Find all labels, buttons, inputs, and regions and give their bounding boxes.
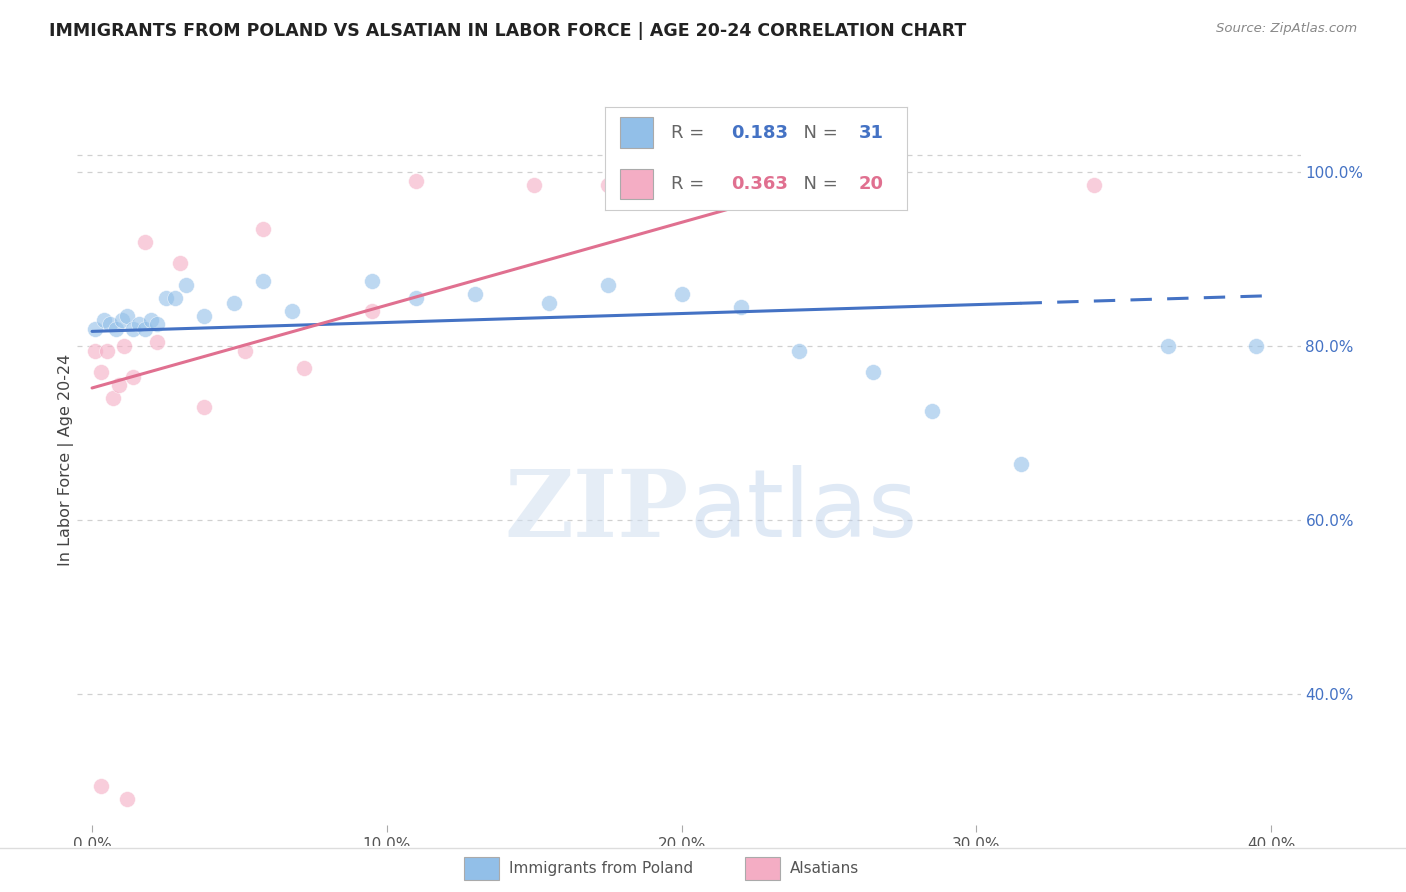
Point [730, 300, 752, 314]
Bar [464, 857, 499, 880]
Point [252, 274, 274, 288]
Text: Source: ZipAtlas.com: Source: ZipAtlas.com [1216, 22, 1357, 36]
Bar [620, 169, 652, 199]
Point [101, 392, 124, 406]
Point [292, 361, 315, 376]
Point [361, 274, 384, 288]
Text: ZIP: ZIP [505, 466, 689, 556]
Point [193, 400, 215, 414]
Point [98, 318, 121, 332]
Point [671, 287, 693, 301]
Point [596, 178, 619, 193]
Bar [620, 118, 652, 148]
Point [90, 779, 112, 793]
Point [862, 365, 884, 379]
Point [169, 256, 191, 270]
Text: N =: N = [792, 124, 844, 142]
Point [1157, 339, 1180, 353]
Point [84, 343, 107, 358]
Point [1246, 339, 1268, 353]
Point [117, 309, 139, 323]
Point [84, 322, 107, 336]
Point [139, 313, 162, 327]
Point [110, 313, 132, 327]
Point [537, 295, 560, 310]
Point [163, 291, 186, 305]
Text: N =: N = [792, 175, 844, 193]
Point [93, 313, 115, 327]
Point [90, 365, 112, 379]
Point [114, 339, 136, 353]
Point [1083, 178, 1105, 193]
Point [523, 178, 546, 193]
Point [405, 174, 427, 188]
Point [146, 334, 169, 349]
Text: R =: R = [671, 175, 710, 193]
Bar [745, 857, 780, 880]
Text: atlas: atlas [689, 465, 917, 557]
Text: 31: 31 [859, 124, 883, 142]
Point [122, 369, 145, 384]
Point [155, 291, 177, 305]
Point [193, 309, 215, 323]
Point [134, 235, 156, 249]
Text: 0.183: 0.183 [731, 124, 789, 142]
Point [128, 318, 150, 332]
Point [789, 343, 811, 358]
Point [233, 343, 256, 358]
Text: IMMIGRANTS FROM POLAND VS ALSATIAN IN LABOR FORCE | AGE 20-24 CORRELATION CHART: IMMIGRANTS FROM POLAND VS ALSATIAN IN LA… [49, 22, 966, 40]
Text: 0.363: 0.363 [731, 175, 789, 193]
Y-axis label: In Labor Force | Age 20-24: In Labor Force | Age 20-24 [58, 353, 75, 566]
Point [117, 792, 139, 806]
Point [176, 278, 198, 293]
Point [405, 291, 427, 305]
Point [361, 304, 384, 318]
Point [104, 322, 127, 336]
Text: 20: 20 [859, 175, 883, 193]
Point [122, 322, 145, 336]
Text: Alsatians: Alsatians [790, 862, 859, 876]
Text: Immigrants from Poland: Immigrants from Poland [509, 862, 693, 876]
Point [107, 378, 129, 392]
Point [252, 221, 274, 235]
Text: R =: R = [671, 124, 710, 142]
Point [146, 318, 169, 332]
Point [921, 404, 943, 418]
Point [1010, 457, 1032, 471]
Point [596, 278, 619, 293]
Point [134, 322, 156, 336]
Point [96, 343, 118, 358]
Point [464, 287, 486, 301]
Point [281, 304, 304, 318]
Point [730, 178, 752, 193]
Point [222, 295, 245, 310]
